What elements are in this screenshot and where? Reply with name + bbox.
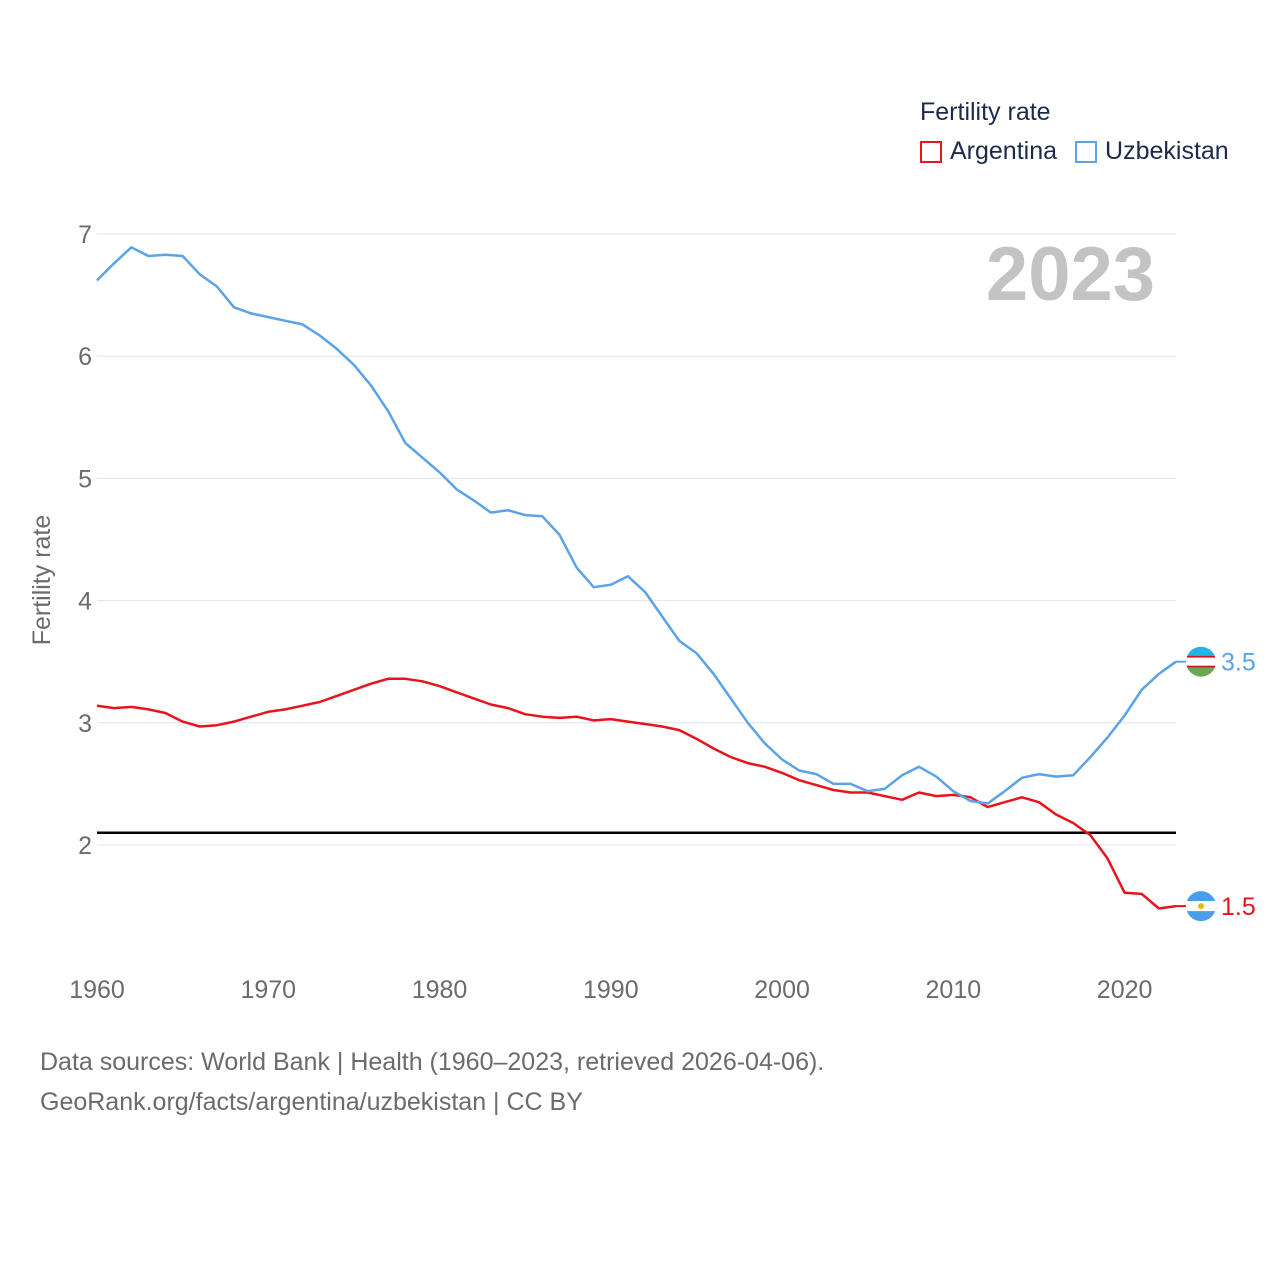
legend-swatch-uzbekistan (1075, 140, 1098, 163)
y-axis-label: Fertility rate (28, 515, 56, 646)
x-tick-label: 1990 (583, 976, 639, 1004)
series-line-argentina (96, 677, 1177, 910)
x-tick-label: 2020 (1097, 976, 1153, 1004)
legend: Fertility rate Argentina Uzbekistan (920, 98, 1247, 166)
y-tick-label: 4 (78, 588, 92, 616)
x-tick-label: 1970 (240, 976, 296, 1004)
legend-item-argentina[interactable]: Argentina (920, 137, 1057, 166)
x-tick-label: 2010 (926, 976, 982, 1004)
y-tick-label: 2 (78, 832, 92, 860)
end-label-argentina: 1.5 (1221, 893, 1256, 921)
fertility-rate-chart: 2 3 4 5 6 7 1960 1970 1980 1990 2000 2010 2020 2023… (28, 221, 1256, 1004)
x-tick-label: 1980 (412, 976, 468, 1004)
x-tick-label: 1960 (69, 976, 125, 1004)
end-marker-argentina: 1.5 (1186, 891, 1256, 922)
y-tick-label: 3 (78, 710, 92, 738)
uzbekistan-flag-icon (1186, 646, 1216, 677)
end-marker-uzbekistan: 3.5 (1186, 646, 1256, 677)
legend-swatch-argentina (920, 140, 942, 163)
y-tick-label: 7 (78, 221, 92, 249)
data-source-text: Data sources: World Bank | Health (1960–… (40, 1048, 825, 1076)
footer: Data sources: World Bank | Health (1960–… (40, 1042, 824, 1122)
year-overlay: 2023 (986, 232, 1155, 317)
end-label-uzbekistan: 3.5 (1221, 649, 1256, 677)
legend-item-uzbekistan[interactable]: Uzbekistan (1075, 137, 1229, 166)
argentina-flag-icon (1186, 891, 1216, 922)
legend-label-uzbekistan: Uzbekistan (1105, 137, 1229, 165)
attribution-text: GeoRank.org/facts/argentina/uzbekistan |… (40, 1088, 583, 1116)
series-line-uzbekistan (96, 246, 1177, 805)
y-tick-label: 6 (78, 343, 92, 371)
legend-title: Fertility rate (920, 98, 1051, 126)
legend-label-argentina: Argentina (950, 137, 1058, 165)
x-tick-label: 2000 (754, 976, 810, 1004)
y-tick-label: 5 (78, 465, 92, 493)
